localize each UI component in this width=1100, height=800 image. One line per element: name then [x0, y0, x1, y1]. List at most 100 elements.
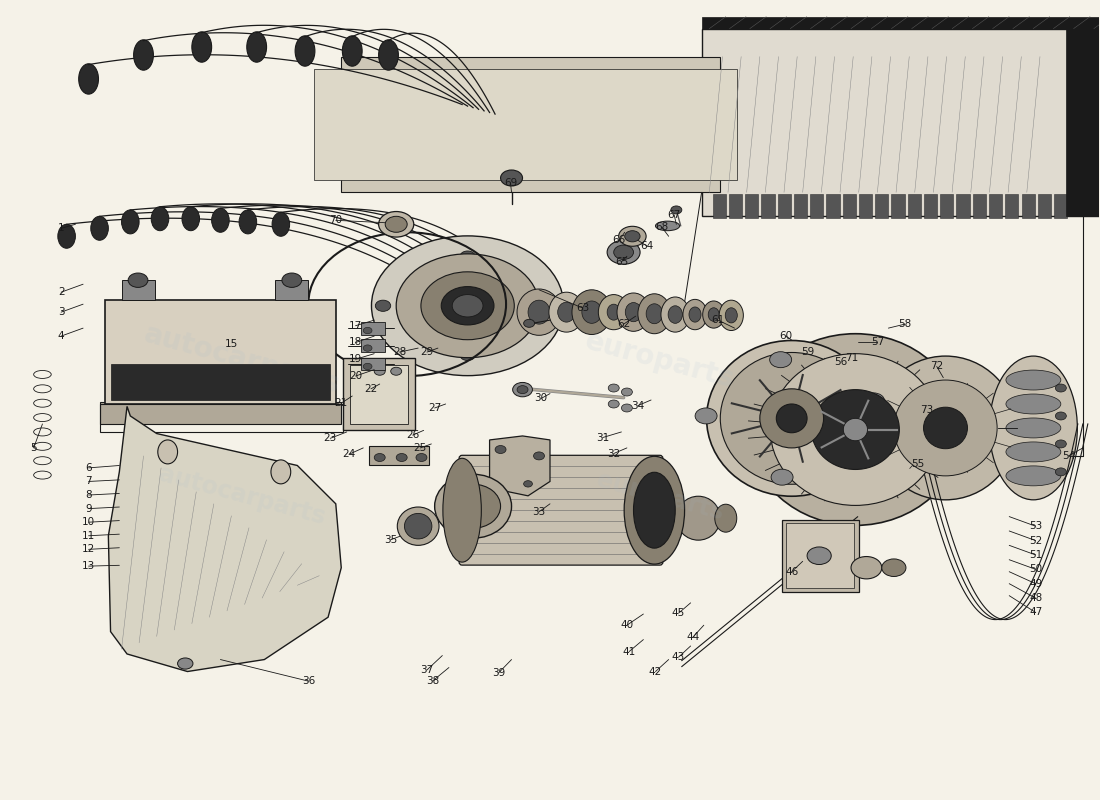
- Text: 59: 59: [802, 347, 815, 357]
- Ellipse shape: [989, 356, 1077, 500]
- Ellipse shape: [374, 367, 385, 375]
- Ellipse shape: [246, 32, 266, 62]
- Ellipse shape: [725, 308, 737, 323]
- Text: 73: 73: [921, 405, 934, 414]
- Ellipse shape: [1055, 412, 1066, 420]
- Text: 64: 64: [640, 241, 653, 251]
- Ellipse shape: [607, 304, 620, 320]
- Ellipse shape: [661, 297, 690, 332]
- Text: 44: 44: [686, 632, 700, 642]
- Text: 2: 2: [58, 287, 65, 297]
- Bar: [811, 194, 823, 218]
- Ellipse shape: [446, 484, 501, 528]
- Text: 55: 55: [912, 459, 925, 469]
- Ellipse shape: [703, 301, 725, 328]
- Ellipse shape: [374, 454, 385, 462]
- Ellipse shape: [239, 210, 256, 234]
- Ellipse shape: [517, 386, 528, 394]
- Text: 26: 26: [406, 430, 419, 440]
- Text: 39: 39: [492, 668, 505, 678]
- Ellipse shape: [621, 388, 632, 396]
- Ellipse shape: [882, 559, 906, 577]
- Polygon shape: [702, 29, 1099, 216]
- Bar: [729, 194, 743, 218]
- Text: 3: 3: [58, 307, 65, 317]
- Ellipse shape: [646, 304, 662, 324]
- Bar: [314, 69, 737, 180]
- Text: 28: 28: [393, 347, 406, 357]
- Ellipse shape: [770, 354, 940, 506]
- Ellipse shape: [719, 300, 744, 330]
- Ellipse shape: [500, 170, 522, 186]
- Bar: [989, 194, 1002, 218]
- Text: 19: 19: [349, 354, 362, 364]
- Bar: [908, 194, 921, 218]
- Ellipse shape: [1005, 418, 1060, 438]
- Ellipse shape: [495, 446, 506, 454]
- Bar: [745, 194, 758, 218]
- Ellipse shape: [282, 273, 301, 287]
- Text: 56: 56: [835, 357, 848, 366]
- Ellipse shape: [121, 210, 139, 234]
- Text: 52: 52: [1028, 535, 1042, 546]
- Ellipse shape: [770, 352, 792, 368]
- Ellipse shape: [390, 367, 402, 375]
- Ellipse shape: [1055, 384, 1066, 392]
- Text: 33: 33: [532, 507, 546, 517]
- Ellipse shape: [618, 226, 646, 246]
- Text: 30: 30: [535, 394, 548, 403]
- Ellipse shape: [625, 302, 641, 322]
- Text: 20: 20: [349, 371, 362, 381]
- Ellipse shape: [598, 294, 629, 330]
- Ellipse shape: [1005, 370, 1060, 390]
- Bar: [786, 523, 855, 589]
- Text: 69: 69: [504, 178, 517, 188]
- Ellipse shape: [1005, 442, 1060, 462]
- Ellipse shape: [363, 327, 372, 334]
- Ellipse shape: [460, 251, 475, 262]
- Bar: [876, 194, 889, 218]
- Ellipse shape: [771, 469, 793, 485]
- Ellipse shape: [874, 356, 1016, 500]
- Text: 68: 68: [656, 222, 669, 233]
- Ellipse shape: [524, 319, 535, 327]
- Text: 50: 50: [1028, 564, 1042, 574]
- Ellipse shape: [608, 384, 619, 392]
- Ellipse shape: [862, 393, 884, 409]
- Ellipse shape: [372, 236, 563, 376]
- Polygon shape: [702, 17, 1099, 29]
- Text: 53: 53: [1028, 521, 1042, 531]
- Text: 48: 48: [1028, 593, 1042, 603]
- Ellipse shape: [706, 341, 877, 496]
- Bar: [924, 194, 937, 218]
- Ellipse shape: [58, 224, 76, 248]
- Text: 58: 58: [899, 319, 912, 329]
- Ellipse shape: [851, 557, 882, 579]
- Text: 70: 70: [329, 215, 342, 226]
- Ellipse shape: [421, 272, 515, 340]
- Ellipse shape: [844, 418, 868, 441]
- Ellipse shape: [513, 382, 532, 397]
- Text: 10: 10: [82, 517, 95, 527]
- Bar: [361, 322, 385, 334]
- Text: 9: 9: [86, 504, 92, 514]
- Bar: [361, 339, 385, 352]
- Ellipse shape: [683, 299, 707, 330]
- Text: 12: 12: [82, 544, 96, 554]
- Text: 62: 62: [617, 319, 630, 329]
- Ellipse shape: [676, 496, 720, 540]
- Text: 49: 49: [1028, 578, 1042, 589]
- Text: 21: 21: [334, 398, 348, 408]
- Text: europarts: europarts: [594, 467, 726, 524]
- Ellipse shape: [133, 40, 153, 70]
- Ellipse shape: [1005, 466, 1060, 486]
- Ellipse shape: [182, 206, 199, 230]
- Text: 11: 11: [82, 530, 96, 541]
- Ellipse shape: [271, 460, 290, 484]
- Text: 27: 27: [428, 403, 441, 413]
- Bar: [350, 365, 408, 424]
- Ellipse shape: [1055, 440, 1066, 448]
- Polygon shape: [109, 406, 341, 671]
- Text: 72: 72: [931, 362, 944, 371]
- Ellipse shape: [396, 254, 539, 358]
